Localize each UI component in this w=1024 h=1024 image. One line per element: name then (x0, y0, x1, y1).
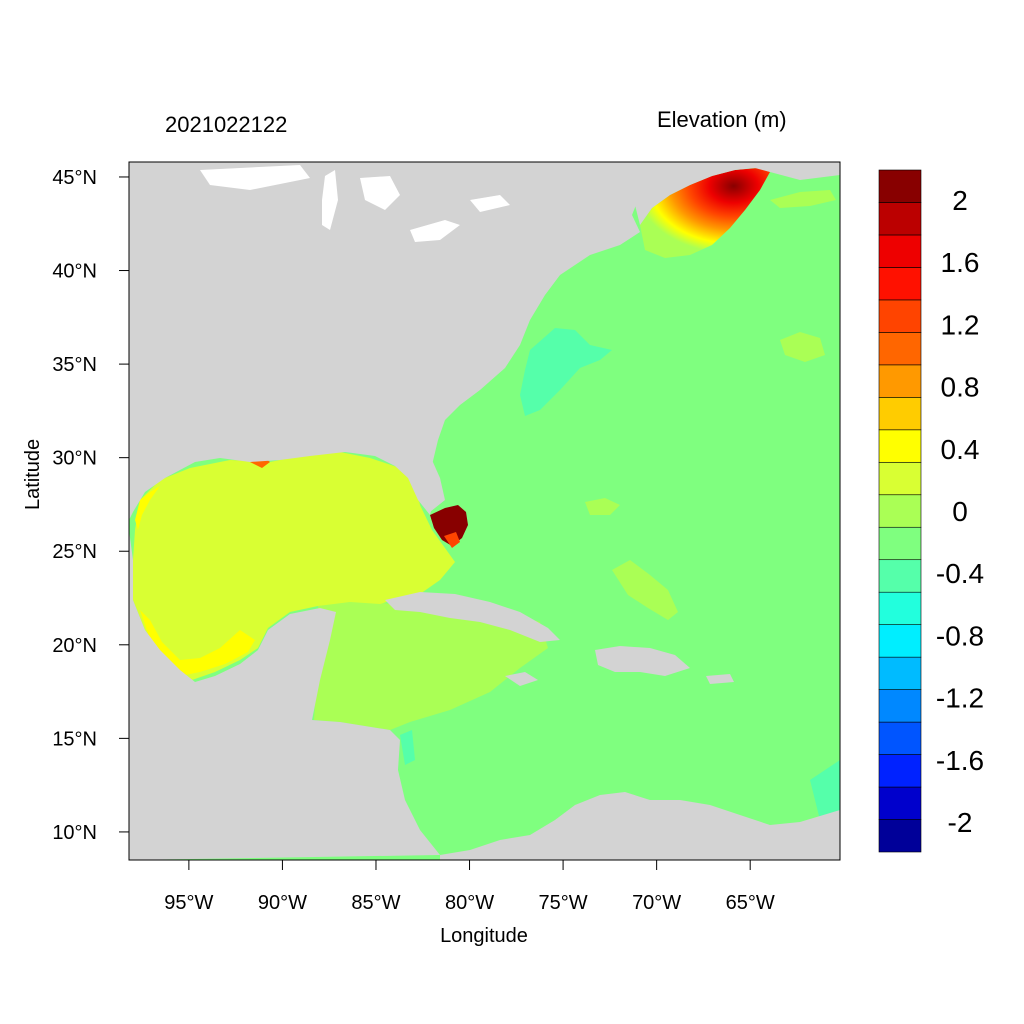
y-axis: 45°N 40°N 35°N 30°N 25°N 20°N 15°N 10°N (52, 167, 129, 844)
x-axis-label: Longitude (440, 925, 528, 947)
colorbar-swatch (878, 591, 922, 625)
atlantic-high-patch-4 (770, 190, 836, 208)
colorbar-swatch (878, 689, 922, 723)
y-tick-label: 40°N (52, 261, 97, 283)
y-tick-label: 15°N (52, 728, 97, 750)
colorbar-label: 1.2 (941, 309, 980, 340)
colorbar-swatch (878, 624, 922, 658)
lake-huron (360, 176, 400, 210)
gulf-of-mexico (133, 452, 455, 680)
colorbar-label: -0.4 (936, 558, 984, 589)
caribbean-sea (314, 600, 548, 730)
y-tick-label: 20°N (52, 635, 97, 657)
x-tick-label: 80°W (445, 892, 494, 914)
colorbar-swatch (878, 819, 922, 853)
colorbar-label: 0.8 (941, 372, 980, 403)
colorbar-label: -1.6 (936, 745, 984, 776)
colorbar-swatch (878, 526, 922, 561)
x-tick-label: 85°W (351, 892, 400, 914)
colorbar-swatch (878, 397, 922, 431)
x-tick-label: 95°W (164, 892, 213, 914)
map-frame (128, 161, 841, 861)
colorbar-swatch (878, 169, 922, 203)
jamaica (505, 672, 538, 686)
puerto-rico (706, 674, 734, 684)
y-tick-label: 10°N (52, 822, 97, 844)
colorbar-label: 2 (952, 185, 968, 216)
atlantic-low-patch (520, 328, 612, 416)
y-tick-label: 45°N (52, 167, 97, 189)
landmass (129, 162, 840, 860)
x-tick-label: 65°W (726, 892, 775, 914)
colorbar-swatch (878, 234, 922, 268)
hispaniola (595, 646, 690, 676)
cuba (385, 592, 560, 642)
colorbar-label: -0.8 (936, 620, 984, 651)
y-tick-label: 25°N (52, 541, 97, 563)
colorbar-swatch (878, 429, 922, 463)
variable-title: Elevation (m) (657, 107, 787, 132)
colorbar-swatch (878, 202, 922, 236)
inland-water (200, 165, 510, 242)
south-america (440, 792, 840, 860)
lake-michigan (322, 170, 338, 230)
y-tick-label: 35°N (52, 354, 97, 376)
colorbar-swatch (878, 754, 922, 788)
canada-maritimes (635, 162, 840, 225)
colorbar-label: 0.4 (941, 434, 980, 465)
colorbar-swatch (878, 494, 922, 528)
atlantic-high-patch (612, 560, 678, 620)
colorbar-label: -2 (948, 807, 973, 838)
y-axis-label: Latitude (22, 438, 44, 510)
colorbar-swatch (878, 786, 922, 820)
florida-peninsula (410, 460, 445, 512)
map-area (129, 162, 840, 860)
lake-ontario (470, 195, 510, 212)
colorbar-swatch (878, 656, 922, 690)
colorbar-swatch (878, 461, 922, 496)
colorbar-label: 1.6 (941, 247, 980, 278)
caribbean-low-patch (400, 730, 415, 765)
colorbar: 2 1.6 1.2 0.8 0.4 0 -0.4 -0.8 -1.2 -1.6 -2 (878, 169, 984, 853)
florida-surge (430, 505, 468, 546)
timestamp-title: 2021022122 (165, 112, 288, 137)
gulf-of-maine-surge (640, 168, 770, 258)
y-tick-label: 30°N (52, 448, 97, 470)
north-america-land (129, 162, 650, 520)
colorbar-swatch (878, 299, 922, 333)
x-axis: 95°W 90°W 85°W 80°W 75°W 70°W 65°W (164, 860, 775, 914)
x-tick-label: 90°W (258, 892, 307, 914)
mexico-central-america (129, 530, 440, 860)
colorbar-swatch (878, 364, 922, 398)
atlantic-high-patch-3 (780, 332, 825, 362)
colorbar-swatch (878, 559, 922, 593)
atlantic-high-patch-2 (585, 498, 620, 515)
colorbar-label: 0 (952, 496, 968, 527)
x-tick-label: 75°W (539, 892, 588, 914)
colorbar-swatch (878, 721, 922, 755)
colorbar-swatch (878, 332, 922, 366)
colorbar-swatch (878, 267, 922, 301)
texas-coast-high (135, 486, 160, 530)
florida-tip-high (444, 532, 460, 548)
colorbar-label: -1.2 (936, 683, 984, 714)
x-tick-label: 70°W (632, 892, 681, 914)
lake-superior (200, 165, 310, 190)
lake-erie (410, 220, 460, 242)
